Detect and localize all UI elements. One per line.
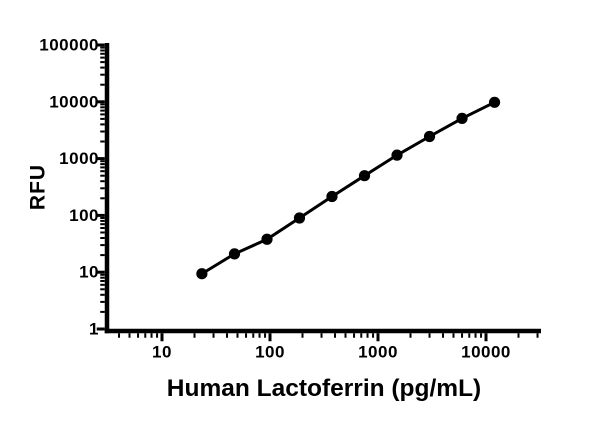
x-axis-title: Human Lactoferrin (pg/mL) <box>167 375 481 402</box>
x-tick-label: 100 <box>255 343 285 362</box>
data-point <box>456 112 468 125</box>
y-tick-label: 10000 <box>49 92 99 111</box>
data-point <box>488 96 501 108</box>
axes-layer <box>104 43 541 334</box>
data-series-layer <box>196 96 501 280</box>
labels-layer: RFU Human Lactoferrin (pg/mL) <box>27 164 482 402</box>
x-tick-label: 10000 <box>461 343 511 362</box>
curve-line <box>201 100 496 276</box>
data-point <box>326 190 338 203</box>
data-point <box>358 170 371 182</box>
y-tick-label: 100000 <box>39 36 99 55</box>
data-point <box>423 130 436 143</box>
y-tick-label: 1000 <box>59 149 99 168</box>
y-tick-label: 10 <box>79 263 99 282</box>
x-tick-label: 10 <box>152 343 172 362</box>
ticks-layer: 10 100 1000 10000 1 10 100 1000 10000 100000 <box>39 36 539 362</box>
data-point <box>228 248 241 260</box>
y-axis-title: RFU <box>27 164 50 210</box>
x-tick-label: 1000 <box>358 343 398 362</box>
data-point <box>261 233 273 245</box>
data-point <box>293 212 306 224</box>
y-tick-label: 1 <box>89 320 99 339</box>
data-point <box>391 149 403 161</box>
data-point <box>196 268 208 280</box>
y-tick-label: 100 <box>69 206 99 225</box>
